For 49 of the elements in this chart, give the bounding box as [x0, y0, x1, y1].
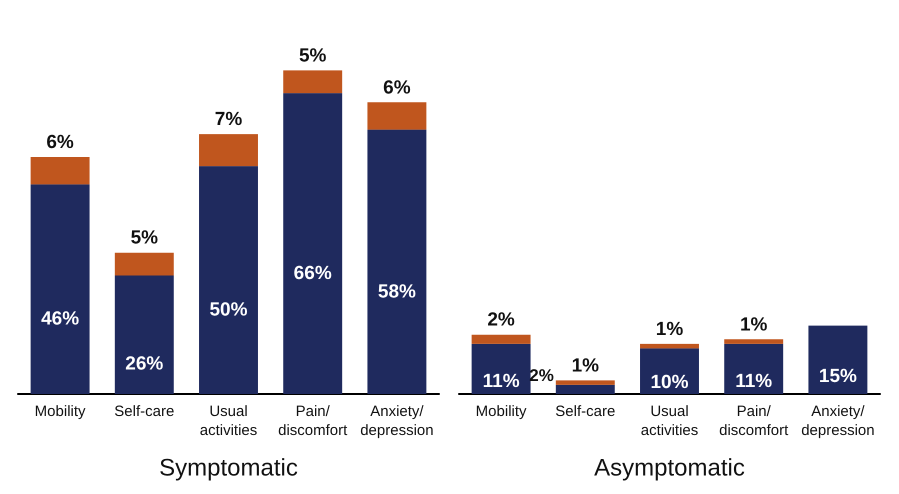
- x-tick-label: Self-care: [555, 403, 616, 420]
- data-label: 50%: [209, 300, 248, 321]
- data-label: 1%: [740, 314, 768, 336]
- data-label: 6%: [46, 132, 74, 153]
- x-tick-label: Usual activities: [640, 403, 698, 439]
- bar: [472, 344, 531, 394]
- bar: [724, 344, 784, 394]
- x-tick-label: Usual activities: [200, 403, 258, 439]
- data-label: 66%: [294, 263, 332, 284]
- bar: [199, 166, 258, 394]
- bar: [640, 344, 699, 348]
- x-axis-title: Asymptomatic: [594, 454, 745, 482]
- data-label: 11%: [482, 370, 520, 392]
- bar: [30, 184, 90, 394]
- data-label: 1%: [572, 355, 600, 376]
- bar: [640, 348, 699, 394]
- data-label: 46%: [41, 308, 80, 330]
- data-label: 58%: [378, 281, 416, 302]
- x-tick-label: Pain/ discomfort: [278, 403, 348, 439]
- x-tick-label: Mobility: [34, 403, 86, 420]
- data-label: 11%: [735, 370, 772, 392]
- bar: [724, 339, 784, 344]
- data-label: 5%: [130, 228, 158, 249]
- bar: [114, 275, 174, 394]
- data-label: 10%: [650, 372, 689, 393]
- data-label: 7%: [214, 109, 242, 130]
- x-tick-label: Self-care: [114, 403, 174, 420]
- bar: [367, 102, 426, 130]
- data-label: 2%: [487, 310, 515, 331]
- bar: [556, 380, 615, 385]
- bar: [367, 130, 426, 394]
- bar: [114, 252, 174, 276]
- x-tick-label: Anxiety/ depression: [360, 403, 434, 439]
- bar: [556, 384, 615, 394]
- bar: [808, 326, 868, 394]
- data-label: 26%: [125, 354, 164, 375]
- data-label: 5%: [298, 45, 327, 66]
- data-label: 6%: [383, 77, 411, 98]
- bar: [283, 93, 342, 394]
- bar: [283, 70, 342, 94]
- x-tick-label: Pain/ discomfort: [719, 403, 790, 439]
- bar: [199, 134, 258, 166]
- bar: [30, 156, 90, 184]
- bar: [472, 334, 531, 344]
- data-label: 1%: [656, 318, 684, 340]
- x-tick-label: Mobility: [476, 403, 528, 420]
- data-label: 15%: [818, 366, 858, 388]
- x-axis-title: Symptomatic: [159, 454, 298, 482]
- x-tick-label: Anxiety/ depression: [801, 403, 875, 439]
